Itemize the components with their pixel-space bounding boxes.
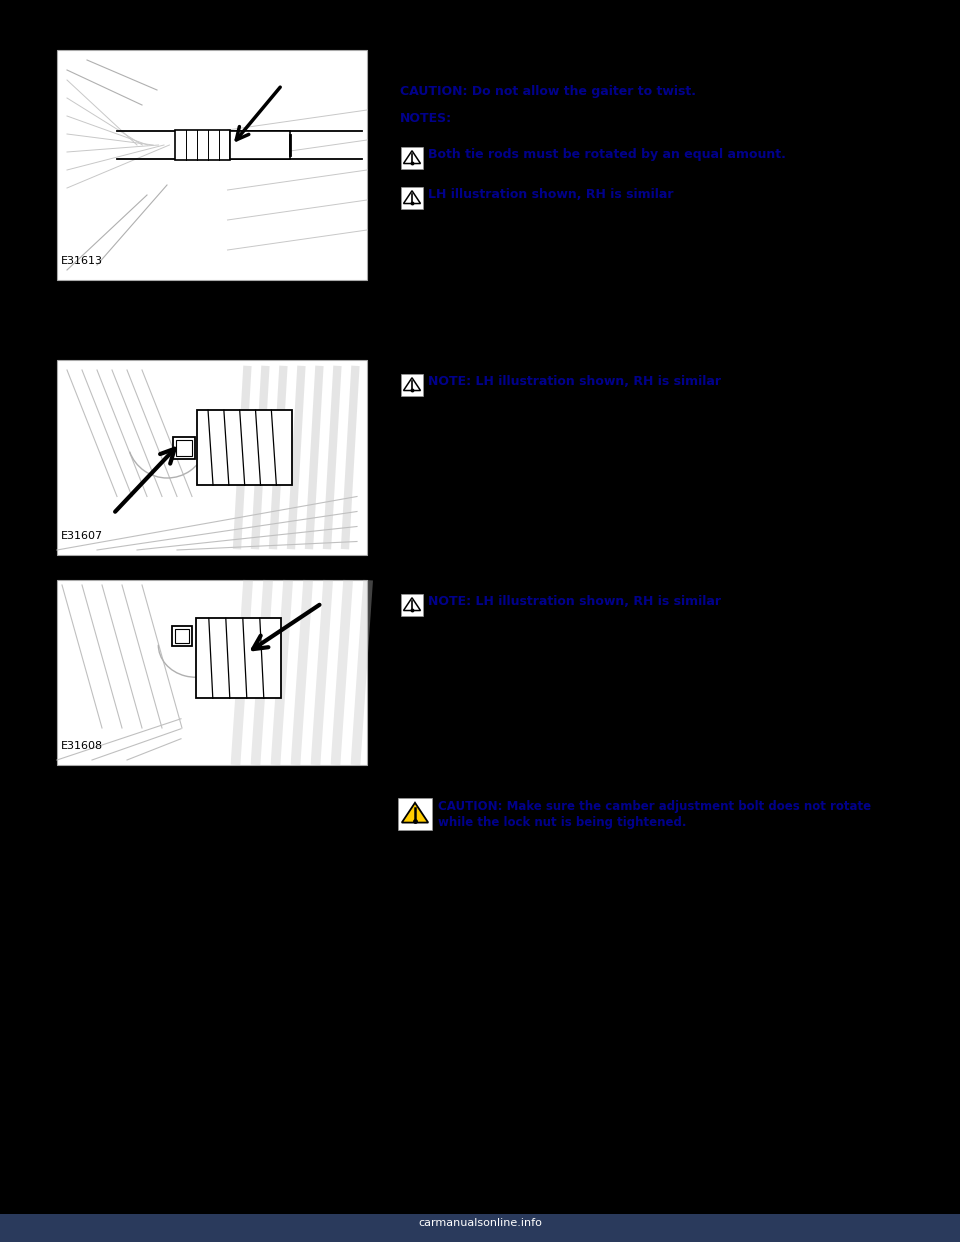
Polygon shape (402, 802, 428, 822)
Bar (57, 360, 367, 555)
Bar (57, 50, 367, 279)
Text: E31608: E31608 (61, 741, 103, 751)
Bar (172, 626, 192, 646)
Bar (173, 437, 195, 458)
Bar (177, 440, 192, 456)
Polygon shape (403, 150, 420, 164)
Polygon shape (403, 378, 420, 390)
Text: E31613: E31613 (61, 256, 103, 266)
Bar (401, 147, 423, 169)
Bar (197, 410, 292, 486)
Text: CAUTION: Do not allow the gaiter to twist.: CAUTION: Do not allow the gaiter to twis… (400, 84, 696, 98)
Bar (398, 799, 432, 830)
Text: CAUTION: Make sure the camber adjustment bolt does not rotate: CAUTION: Make sure the camber adjustment… (438, 800, 871, 814)
Polygon shape (403, 597, 420, 611)
Bar (229, 130, 290, 159)
Text: E31607: E31607 (61, 532, 103, 542)
Bar (57, 580, 367, 765)
Bar (401, 188, 423, 209)
Text: NOTES:: NOTES: (400, 112, 452, 125)
Polygon shape (403, 191, 420, 204)
Bar (0, 1213, 960, 1242)
Text: while the lock nut is being tightened.: while the lock nut is being tightened. (438, 816, 686, 828)
Bar (175, 130, 229, 160)
Text: carmanualsonline.info: carmanualsonline.info (418, 1218, 542, 1228)
Text: NOTE: LH illustration shown, RH is similar: NOTE: LH illustration shown, RH is simil… (428, 375, 721, 388)
Text: NOTE: LH illustration shown, RH is similar: NOTE: LH illustration shown, RH is simil… (428, 595, 721, 609)
Text: LH illustration shown, RH is similar: LH illustration shown, RH is similar (428, 188, 674, 201)
Bar (401, 374, 423, 396)
Bar (175, 630, 189, 643)
Text: Both tie rods must be rotated by an equal amount.: Both tie rods must be rotated by an equa… (428, 148, 786, 161)
Bar (196, 619, 280, 698)
Bar (401, 594, 423, 616)
